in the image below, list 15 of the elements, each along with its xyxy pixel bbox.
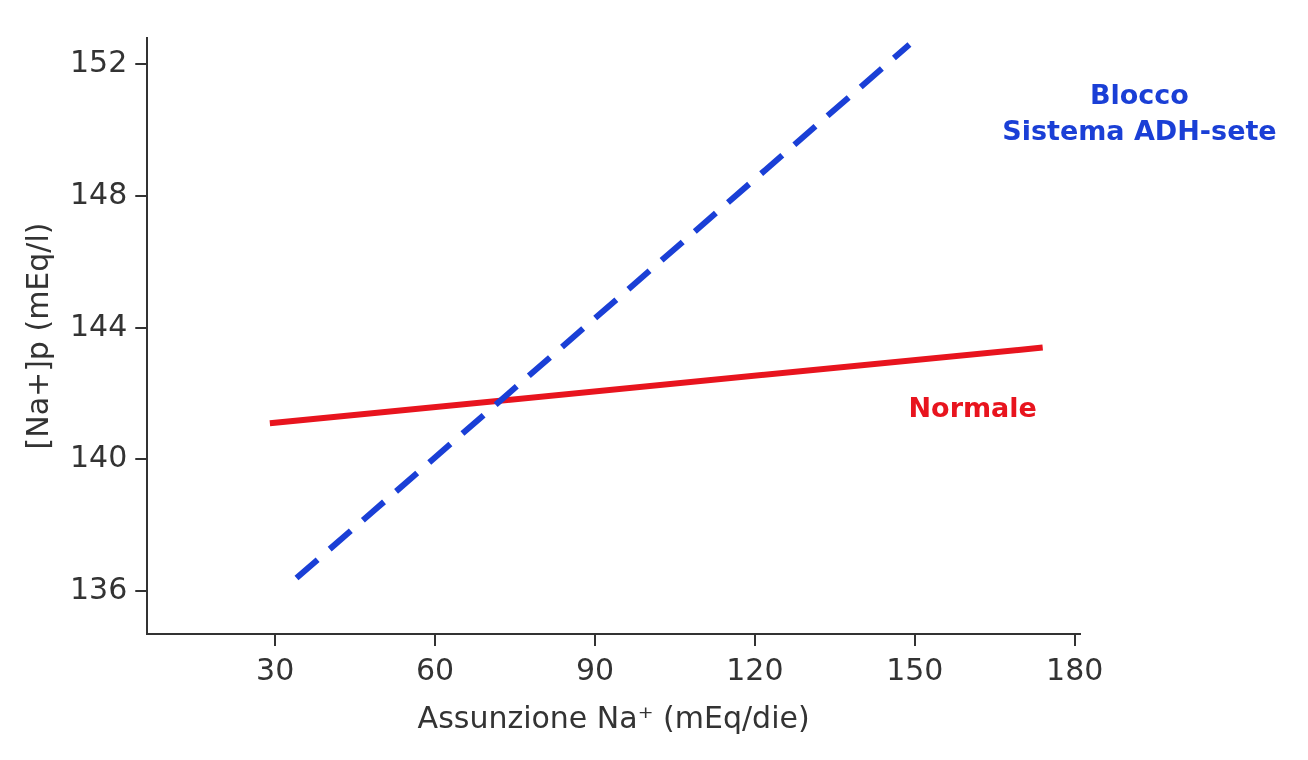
y-tick-label: 136 <box>70 570 128 606</box>
x-tick-label: 150 <box>886 651 944 687</box>
x-tick-label: 180 <box>1046 651 1104 687</box>
x-tick-label: 30 <box>256 651 295 687</box>
y-tick-label: 152 <box>70 44 128 80</box>
text: Blocco Sistema ADH-sete <box>1002 78 1277 146</box>
x-tick-label: 120 <box>726 651 784 687</box>
y-axis-title: [Na+]p (mEq/l) <box>19 222 55 450</box>
series-label: Normale <box>908 391 1037 423</box>
x-tick-label: 60 <box>415 651 455 687</box>
x-tick-label: 90 <box>575 651 615 687</box>
x-axis-title: Assunzione Na⁺ (mEq/die) <box>417 699 810 735</box>
y-tick-label: 144 <box>70 307 128 343</box>
y-tick-label: 148 <box>70 175 128 211</box>
y-tick-label: 140 <box>70 439 128 475</box>
